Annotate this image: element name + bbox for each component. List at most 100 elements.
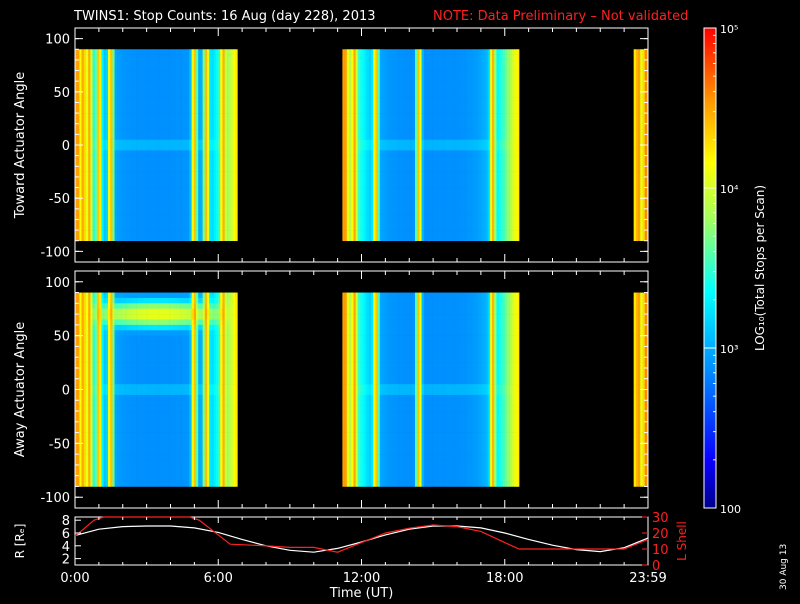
heatmap-cell <box>459 102 462 108</box>
heatmap-cell <box>386 124 389 130</box>
heatmap-cell <box>408 129 411 135</box>
heatmap-cell <box>413 219 416 225</box>
heatmap-cell <box>342 113 345 119</box>
heatmap-cell <box>446 219 449 225</box>
heatmap-cell <box>79 129 82 135</box>
heatmap-cell <box>419 166 422 172</box>
heatmap-cell <box>119 235 122 241</box>
heatmap-cell <box>229 65 232 71</box>
heatmap-cell <box>380 92 383 98</box>
heatmap-cell <box>483 49 486 55</box>
heatmap-cell <box>389 113 392 119</box>
heatmap-cell <box>192 71 195 77</box>
heatmap-cell <box>373 124 376 130</box>
heatmap-cell <box>422 87 425 93</box>
heatmap-cell <box>154 156 157 162</box>
heatmap-cell <box>139 145 142 151</box>
heatmap-cell <box>356 230 359 236</box>
heatmap-cell <box>428 150 431 156</box>
heatmap-cell <box>345 140 348 146</box>
heatmap-cell <box>145 49 148 55</box>
heatmap-cell <box>211 113 214 119</box>
heatmap-cell <box>455 177 458 183</box>
heatmap-cell <box>384 118 387 124</box>
heatmap-cell <box>455 156 458 162</box>
heatmap-cell <box>130 150 133 156</box>
heatmap-cell <box>99 76 102 82</box>
heatmap-cell <box>411 230 414 236</box>
heatmap-cell <box>152 156 155 162</box>
heatmap-cell <box>437 198 440 204</box>
heatmap-cell <box>207 108 210 114</box>
heatmap-cell <box>389 182 392 188</box>
heatmap-cell <box>159 156 162 162</box>
heatmap-cell <box>198 177 201 183</box>
heatmap-cell <box>77 172 80 178</box>
heatmap-cell <box>192 188 195 194</box>
heatmap-cell <box>132 65 135 71</box>
heatmap-cell <box>395 129 398 135</box>
heatmap-cell <box>183 235 186 241</box>
heatmap-cell <box>156 188 159 194</box>
heatmap-cell <box>466 140 469 146</box>
heatmap-cell <box>408 177 411 183</box>
heatmap-cell <box>84 193 87 199</box>
heatmap-cell <box>170 97 173 103</box>
heatmap-cell <box>384 124 387 130</box>
heatmap-cell <box>373 182 376 188</box>
heatmap-cell <box>196 140 199 146</box>
heatmap-cell <box>384 134 387 140</box>
heatmap-cell <box>93 214 96 220</box>
heatmap-cell <box>148 156 151 162</box>
heatmap-cell <box>406 71 409 77</box>
heatmap-cell <box>446 145 449 151</box>
heatmap-cell <box>391 145 394 151</box>
heatmap-cell <box>347 235 350 241</box>
heatmap-cell <box>218 97 221 103</box>
heatmap-cell <box>99 134 102 140</box>
heatmap-cell <box>220 235 223 241</box>
heatmap-cell <box>433 198 436 204</box>
heatmap-cell <box>137 209 140 215</box>
heatmap-cell <box>459 140 462 146</box>
heatmap-cell <box>143 113 146 119</box>
heatmap-cell <box>108 204 111 210</box>
heatmap-cell <box>90 198 93 204</box>
heatmap-cell <box>203 219 206 225</box>
heatmap-cell <box>117 97 120 103</box>
heatmap-cell <box>172 81 175 87</box>
heatmap-cell <box>356 214 359 220</box>
heatmap-cell <box>106 177 109 183</box>
heatmap-cell <box>178 219 181 225</box>
heatmap-cell <box>196 219 199 225</box>
heatmap-cell <box>152 87 155 93</box>
heatmap-cell <box>349 118 352 124</box>
heatmap-cell <box>452 209 455 215</box>
heatmap-cell <box>474 214 477 220</box>
heatmap-cell <box>148 49 151 55</box>
heatmap-cell <box>161 193 164 199</box>
heatmap-cell <box>183 177 186 183</box>
heatmap-cell <box>441 150 444 156</box>
heatmap-cell <box>369 209 372 215</box>
heatmap-cell <box>77 55 80 61</box>
heatmap-cell <box>389 81 392 87</box>
heatmap-cell <box>192 204 195 210</box>
heatmap-cell <box>192 172 195 178</box>
heatmap-cell <box>172 87 175 93</box>
heatmap-cell <box>435 108 438 114</box>
heatmap-cell <box>364 129 367 135</box>
heatmap-cell <box>441 92 444 98</box>
heatmap-cell <box>411 118 414 124</box>
heatmap-cell <box>170 204 173 210</box>
heatmap-cell <box>214 49 217 55</box>
heatmap-cell <box>373 113 376 119</box>
heatmap-cell <box>130 230 133 236</box>
heatmap-cell <box>97 198 100 204</box>
heatmap-cell <box>145 81 148 87</box>
heatmap-cell <box>139 193 142 199</box>
heatmap-cell <box>128 134 131 140</box>
heatmap-cell <box>170 71 173 77</box>
heatmap-cell <box>183 97 186 103</box>
heatmap-cell <box>150 209 153 215</box>
